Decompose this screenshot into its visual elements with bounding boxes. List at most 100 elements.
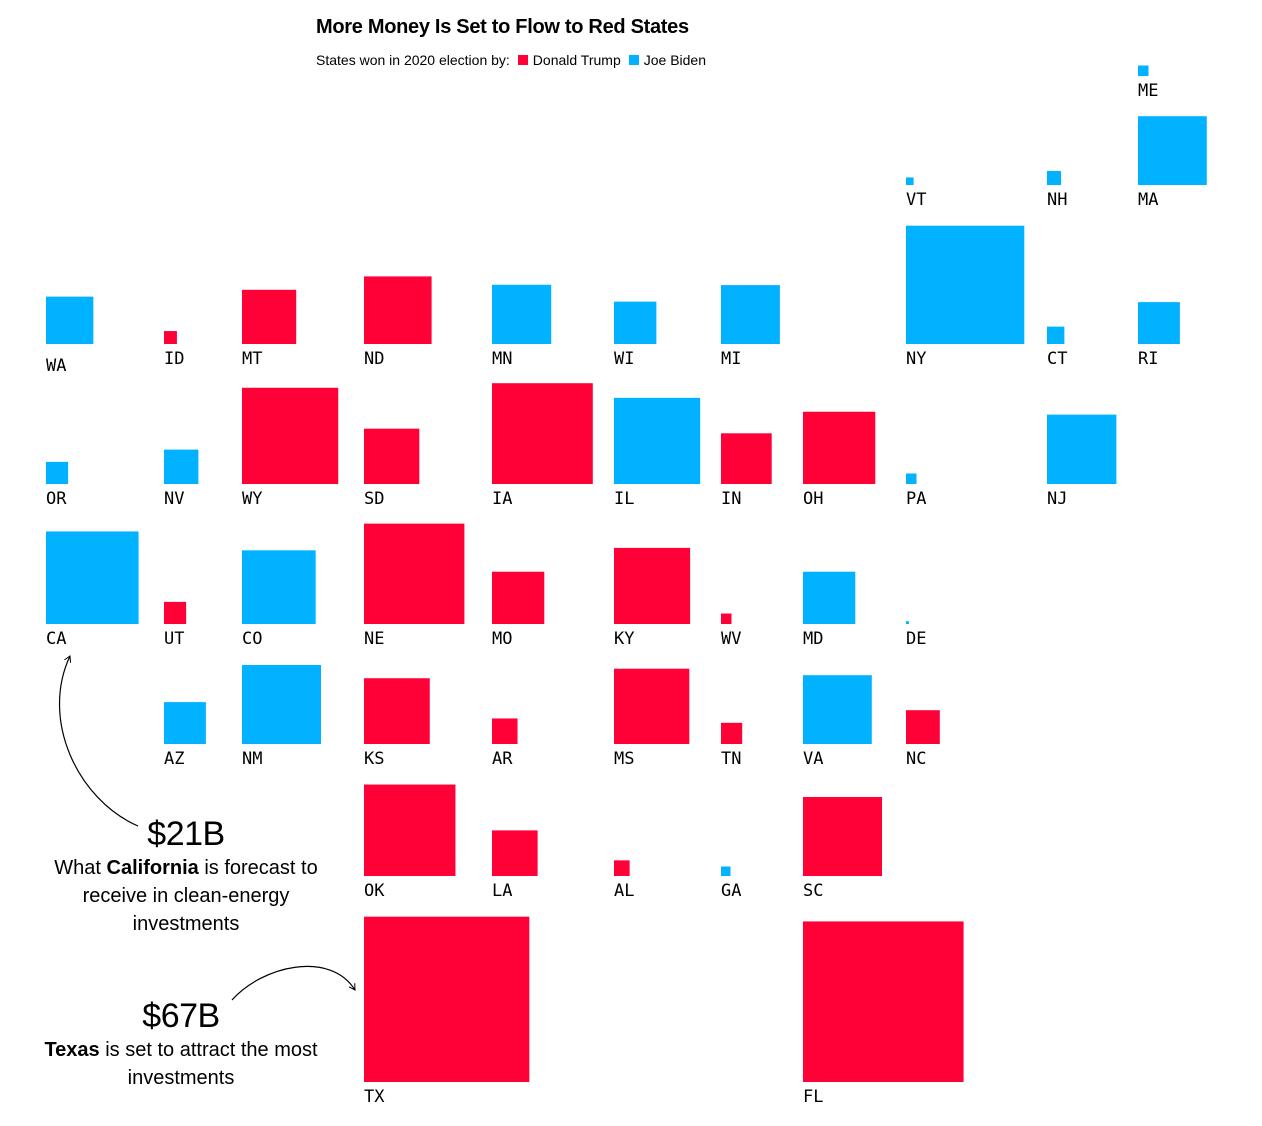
state-square-ms [614, 668, 690, 744]
legend-prefix: States won in 2020 election by: [316, 52, 510, 68]
california-annotation: $21B What California is forecast to rece… [46, 814, 326, 938]
state-square-mt [242, 289, 297, 344]
state-square-ma [1138, 116, 1207, 185]
state-square-ok [364, 784, 456, 876]
texas-arrow [231, 965, 356, 1001]
state-label-mt: MT [242, 349, 262, 369]
state-tiles: ME VT NH MA WA ID MT ND MN WI MI NY CT RI OR NV WY SD IA IL… [46, 65, 1207, 1107]
state-label-az: AZ [164, 749, 184, 769]
state-square-wv [721, 613, 732, 624]
state-square-or [46, 461, 69, 484]
state-label-ut: UT [164, 629, 184, 649]
state-square-nd [364, 276, 432, 344]
state-label-ks: KS [364, 749, 384, 769]
state-label-wy: WY [242, 489, 262, 509]
state-label-ne: NE [364, 629, 384, 649]
state-square-nc [906, 710, 940, 744]
state-label-nd: ND [364, 349, 384, 369]
state-label-or: OR [46, 489, 67, 509]
state-label-de: DE [906, 629, 926, 649]
state-label-wv: WV [721, 629, 741, 649]
state-square-fl [803, 921, 964, 1082]
state-label-nc: NC [906, 749, 926, 769]
state-square-ga [721, 866, 731, 876]
state-square-nh [1047, 171, 1061, 185]
state-label-oh: OH [803, 489, 823, 509]
state-square-il [614, 397, 701, 484]
state-square-de [906, 621, 909, 624]
texas-annotation: $67B Texas is set to attract the most in… [40, 996, 322, 1092]
state-square-nv [164, 449, 199, 484]
state-label-va: VA [803, 749, 823, 769]
state-square-tn [721, 722, 743, 744]
state-label-pa: PA [906, 489, 926, 509]
state-square-ct [1047, 326, 1065, 344]
state-square-nm [242, 664, 322, 744]
state-square-ks [364, 678, 430, 744]
state-label-wa: WA [46, 356, 66, 376]
legend-swatch-trump [517, 55, 528, 65]
state-square-ut [164, 601, 187, 624]
state-square-al [614, 860, 630, 876]
state-label-nj: NJ [1047, 489, 1067, 509]
state-square-nj [1047, 414, 1117, 484]
state-square-md [803, 571, 856, 624]
state-square-ca [46, 531, 139, 624]
state-label-al: AL [614, 881, 634, 901]
state-square-sd [364, 428, 420, 484]
state-square-va [803, 675, 872, 744]
state-square-ne [364, 523, 465, 624]
state-label-ms: MS [614, 749, 634, 769]
state-label-sd: SD [364, 489, 384, 509]
california-value: $21B [147, 815, 225, 853]
state-label-nh: NH [1047, 190, 1067, 210]
state-label-ok: OK [364, 881, 385, 901]
texas-text: Texas is set to attract the most investm… [44, 1039, 318, 1089]
state-label-me: ME [1138, 81, 1158, 101]
state-label-ca: CA [46, 629, 66, 649]
state-label-nm: NM [242, 749, 262, 769]
state-label-ar: AR [492, 749, 513, 769]
state-square-oh [803, 411, 876, 484]
state-label-tx: TX [364, 1087, 385, 1107]
california-arrow [59, 655, 139, 827]
state-square-ri [1138, 302, 1180, 344]
state-square-ny [906, 225, 1025, 344]
texas-value: $67B [142, 997, 220, 1035]
state-label-ia: IA [492, 489, 512, 509]
state-square-ia [492, 383, 593, 484]
state-label-mi: MI [721, 349, 741, 369]
state-label-il: IL [614, 489, 634, 509]
state-square-sc [803, 796, 883, 876]
state-square-mo [492, 571, 545, 624]
state-label-ny: NY [906, 349, 926, 369]
legend: States won in 2020 election by: Donald T… [316, 52, 706, 68]
state-square-me [1138, 65, 1149, 76]
state-square-ar [492, 718, 518, 744]
state-square-az [164, 702, 206, 744]
state-square-in [721, 433, 772, 484]
state-label-ri: RI [1138, 349, 1158, 369]
state-label-md: MD [803, 629, 823, 649]
state-label-ga: GA [721, 881, 741, 901]
state-label-wi: WI [614, 349, 634, 369]
legend-label-trump: Donald Trump [532, 52, 621, 68]
state-label-vt: VT [906, 190, 926, 210]
state-label-sc: SC [803, 881, 823, 901]
state-label-mn: MN [492, 349, 512, 369]
state-square-id [164, 331, 177, 344]
state-label-co: CO [242, 629, 262, 649]
state-square-mi [721, 285, 780, 344]
chart-title: More Money Is Set to Flow to Red States [316, 16, 689, 38]
legend-label-biden: Joe Biden [643, 52, 707, 68]
state-square-pa [906, 473, 917, 484]
state-label-ky: KY [614, 629, 634, 649]
state-square-tx [364, 916, 530, 1082]
state-label-ma: MA [1138, 190, 1158, 210]
state-square-ky [614, 547, 691, 624]
legend-swatch-biden [628, 55, 639, 65]
california-text: What California is forecast to receive i… [54, 857, 318, 935]
state-label-fl: FL [803, 1087, 823, 1107]
state-square-co [242, 550, 316, 624]
